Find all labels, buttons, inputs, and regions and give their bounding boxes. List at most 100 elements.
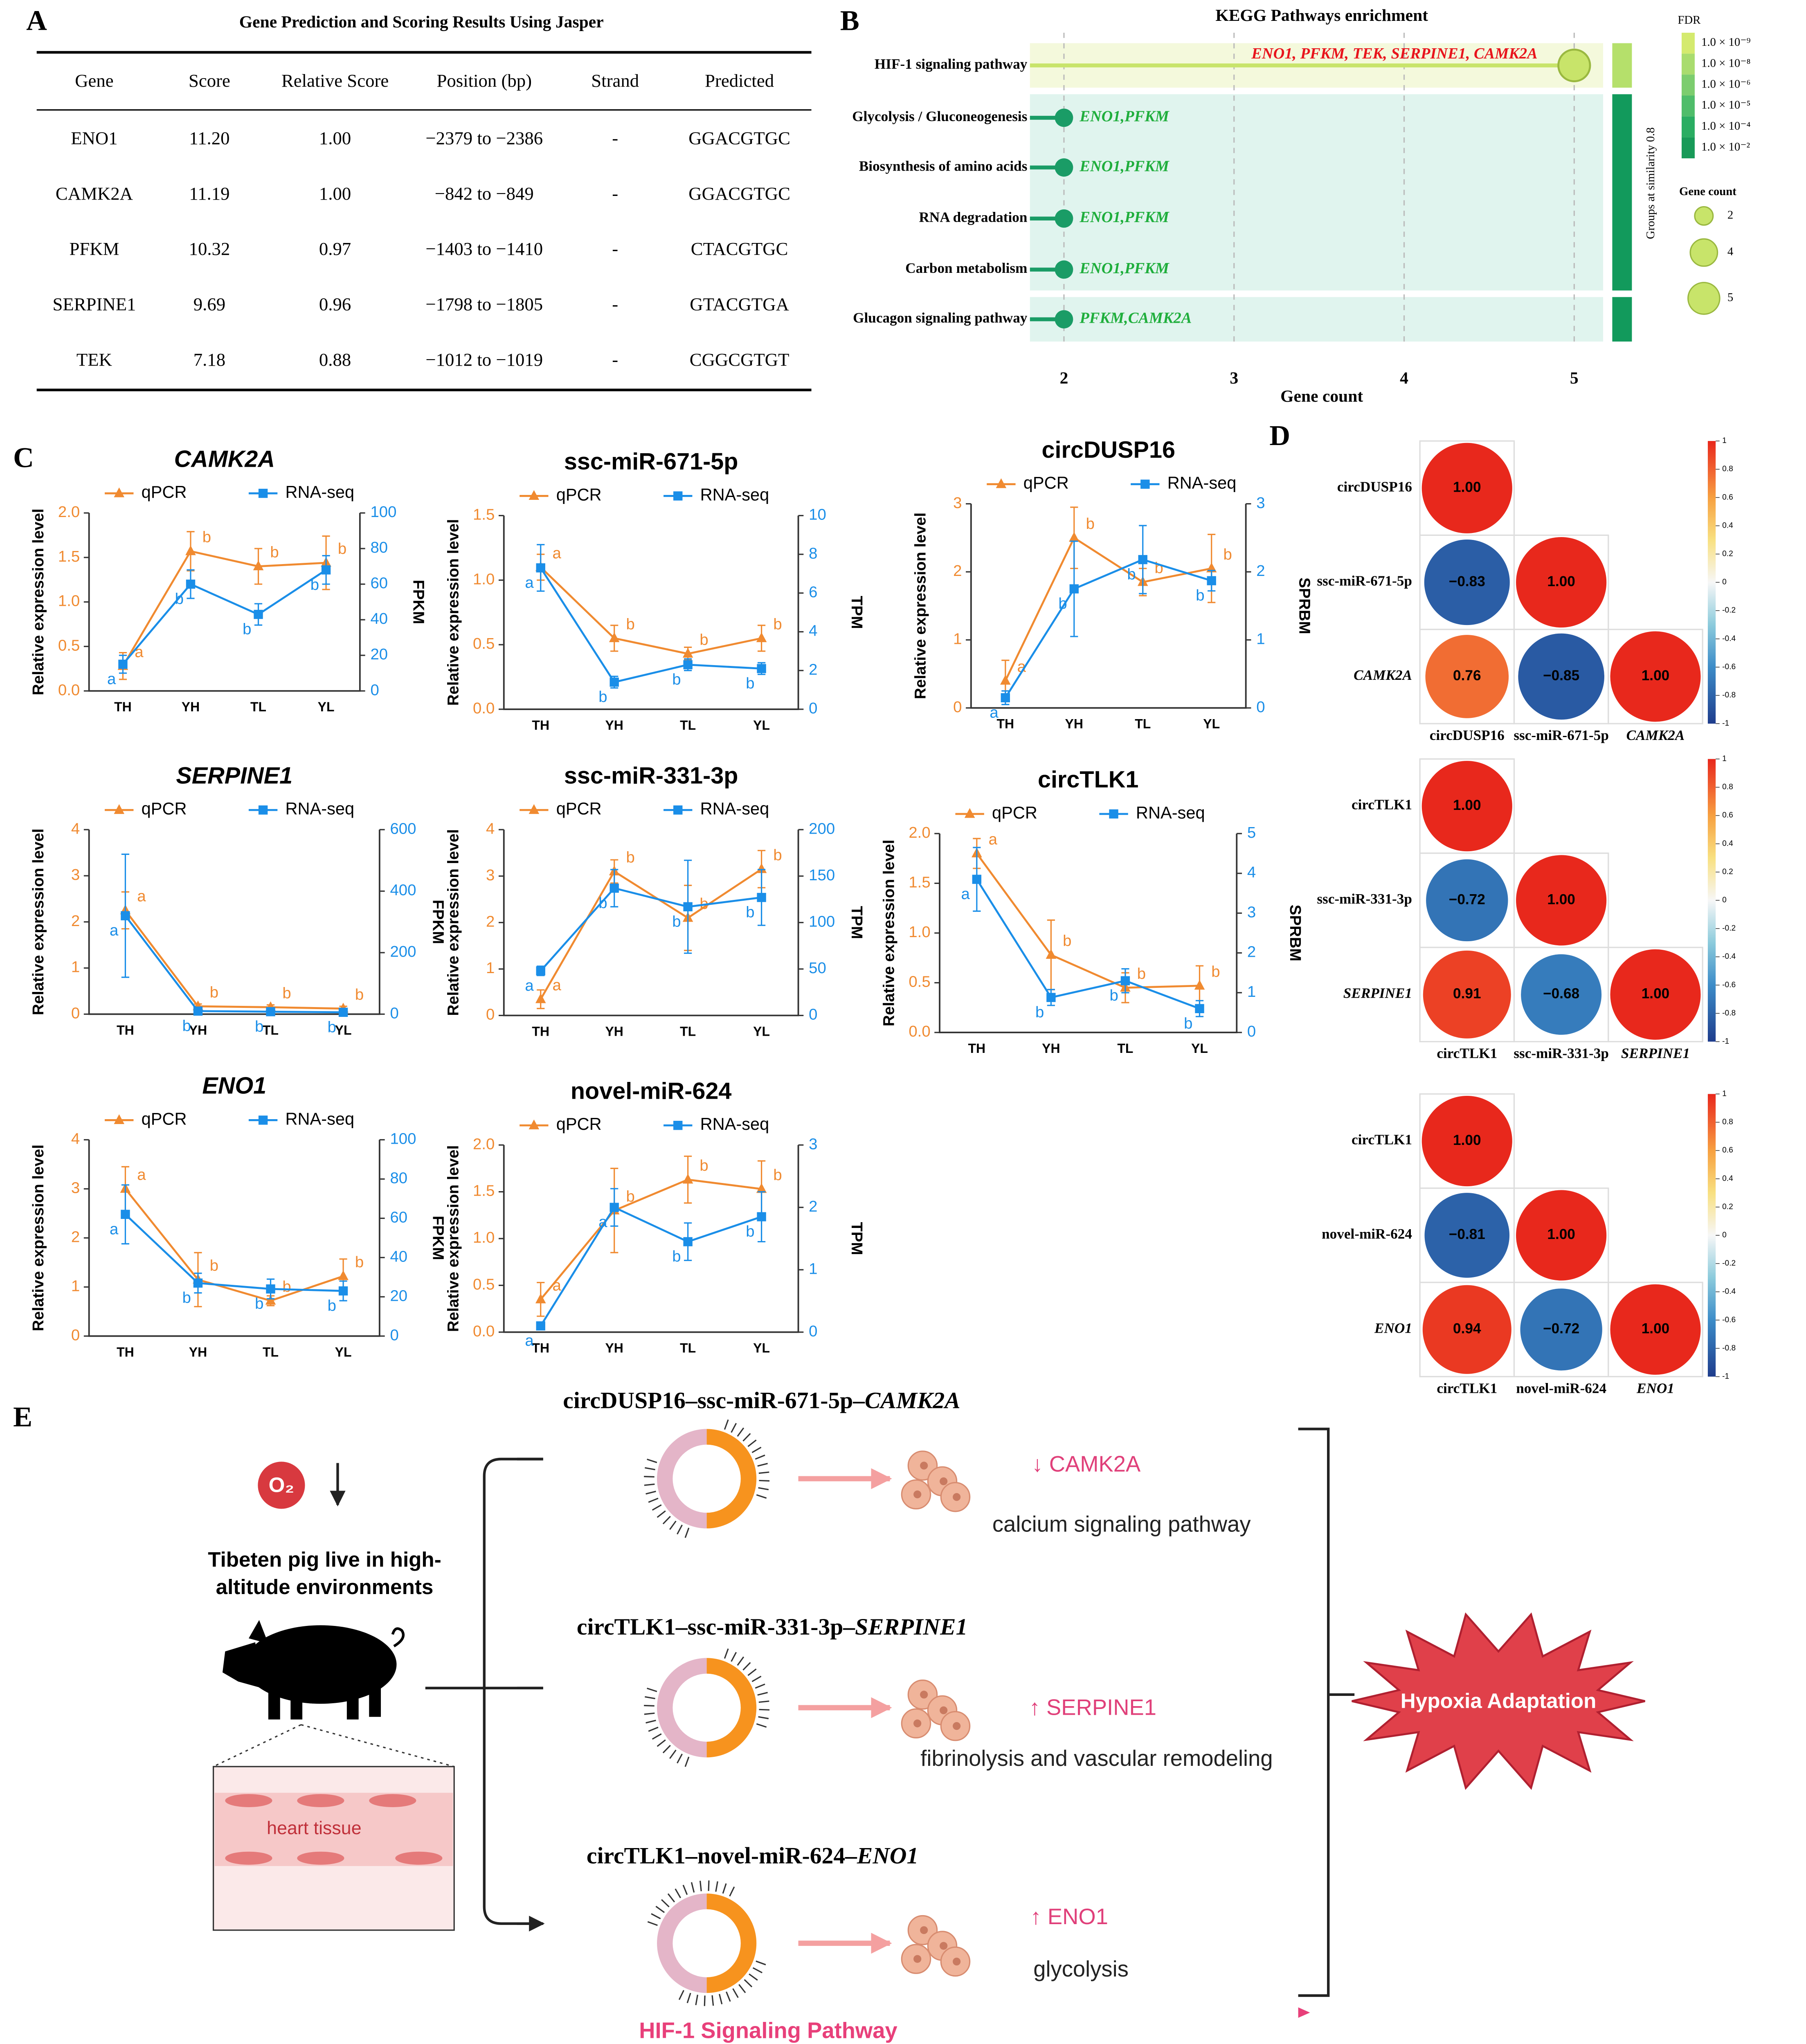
y2-tick-label: 80 xyxy=(370,539,388,556)
y2-tick-label: 3 xyxy=(1256,494,1265,512)
mirna-hashes xyxy=(644,1648,770,1767)
x-tick-label: TH xyxy=(968,1041,986,1056)
panel-label: D xyxy=(1269,420,1290,452)
significance-letter: b xyxy=(1063,932,1071,950)
chart-title: SERPINE1 xyxy=(176,762,292,789)
table-cell: - xyxy=(612,183,618,204)
corr-value: −0.72 xyxy=(1543,1321,1579,1337)
group-band xyxy=(1030,297,1604,342)
corr-circle xyxy=(1421,761,1512,852)
table-cell: 11.19 xyxy=(189,183,229,204)
x-tick-label: YH xyxy=(605,1024,623,1039)
corr-circle xyxy=(1424,1193,1510,1278)
pig-leg xyxy=(268,1688,280,1720)
chart-title: ssc-miR-331-3p xyxy=(564,762,738,789)
corr-circle xyxy=(1422,1285,1511,1374)
axis-frame xyxy=(88,830,380,1015)
y-axis-label: Relative expression level xyxy=(444,519,462,706)
x-tick-label: TL xyxy=(1117,1041,1133,1056)
panel-label: B xyxy=(840,5,859,37)
y2-tick-label: 2 xyxy=(1256,562,1265,580)
table-header: Strand xyxy=(591,70,639,91)
y-tick-label: 0 xyxy=(953,698,962,716)
table-cell: 1.00 xyxy=(319,183,351,204)
column-label: ENO1 xyxy=(1636,1381,1674,1396)
significance-letter: a xyxy=(553,976,562,994)
corr-value: 1.00 xyxy=(1547,573,1575,589)
table-cell: GGACGTGC xyxy=(688,183,790,204)
colorbar-label: -1 xyxy=(1722,1372,1729,1381)
marker xyxy=(121,1210,130,1219)
x-tick-label: YH xyxy=(189,1345,207,1359)
row-label: novel-miR-624 xyxy=(1322,1226,1412,1242)
y-tick-label: 0.0 xyxy=(58,681,80,699)
legend-label: RNA-seq xyxy=(1167,473,1237,492)
significance-letter: b xyxy=(626,615,634,633)
marker xyxy=(756,1183,767,1193)
table-cell: −1798 to −1805 xyxy=(425,294,543,315)
x-tick-label: YH xyxy=(605,1341,623,1356)
y2-tick-label: 8 xyxy=(809,544,817,562)
group-label: Groups at similarity 0.8 xyxy=(1644,127,1657,239)
significance-letter: a xyxy=(525,1332,534,1349)
x-tick-label: 3 xyxy=(1230,368,1238,387)
circrna-right xyxy=(706,1658,757,1758)
table-cell: 11.20 xyxy=(189,128,229,148)
colorbar-label: -0.4 xyxy=(1722,952,1736,961)
axis-gene: CAMK2A xyxy=(865,1388,960,1414)
legend-label: qPCR xyxy=(142,799,187,818)
corr-value: −0.83 xyxy=(1449,573,1485,589)
pathway-label: Biosynthesis of amino acids xyxy=(859,158,1028,174)
marker xyxy=(757,893,766,902)
table-cell: 7.18 xyxy=(193,349,225,370)
bubble xyxy=(1055,158,1073,177)
colorbar-label: 1 xyxy=(1722,1090,1727,1098)
series-line xyxy=(122,550,326,667)
pig-leg xyxy=(346,1691,359,1720)
o2-label: O₂ xyxy=(269,1473,295,1497)
axis-gene: ENO1 xyxy=(857,1843,918,1869)
significance-letter: b xyxy=(672,1248,681,1265)
y2-tick-label: 3 xyxy=(809,1135,817,1153)
process: glycolysis xyxy=(1033,1956,1129,1981)
corr-value: −0.68 xyxy=(1543,986,1579,1002)
significance-letter: b xyxy=(626,1187,634,1205)
y2-tick-label: 6 xyxy=(809,583,817,601)
tissue-cells xyxy=(225,1794,443,1865)
legend-label: 1.0 × 10⁻² xyxy=(1701,140,1750,153)
corr-value: 1.00 xyxy=(1547,1226,1575,1242)
significance-letter: b xyxy=(598,894,607,912)
pig-leg xyxy=(290,1691,303,1720)
pathway-label: RNA degradation xyxy=(919,209,1028,225)
corr-circle xyxy=(1426,859,1508,942)
colorbar-label: 0.6 xyxy=(1722,1146,1733,1155)
bubble xyxy=(1055,260,1073,279)
table-cell: GGACGTGC xyxy=(688,128,790,148)
y2-tick-label: 100 xyxy=(390,1130,416,1148)
y-tick-label: 2.0 xyxy=(473,1135,495,1153)
pig-leg xyxy=(369,1685,381,1717)
pathway-label: Glycolysis / Gluconeogenesis xyxy=(852,108,1027,124)
o2-badge xyxy=(258,1462,305,1509)
panel-label: A xyxy=(26,5,47,37)
nucleus xyxy=(920,1926,928,1934)
marker xyxy=(536,563,545,573)
series-line xyxy=(976,879,1200,1010)
colorbar xyxy=(1707,1094,1716,1377)
nucleus xyxy=(940,1706,948,1714)
significance-letter: b xyxy=(182,1017,191,1034)
series-line xyxy=(124,1214,344,1292)
colorbar-label: 0 xyxy=(1722,896,1727,904)
colorbar-label: -1 xyxy=(1722,719,1729,728)
legend-marker xyxy=(996,478,1007,488)
zoom-lines xyxy=(213,1724,454,1767)
significance-letter: b xyxy=(1184,1014,1192,1032)
significance-letter: a xyxy=(525,574,534,591)
table-header: Relative Score xyxy=(281,70,389,91)
y-tick-label: 0.5 xyxy=(473,1275,495,1293)
y2-axis-label: FPKM xyxy=(429,899,447,944)
colorbar-label: -0.8 xyxy=(1722,1344,1736,1352)
significance-letter: b xyxy=(182,1289,191,1306)
y-tick-label: 0 xyxy=(71,1004,80,1022)
